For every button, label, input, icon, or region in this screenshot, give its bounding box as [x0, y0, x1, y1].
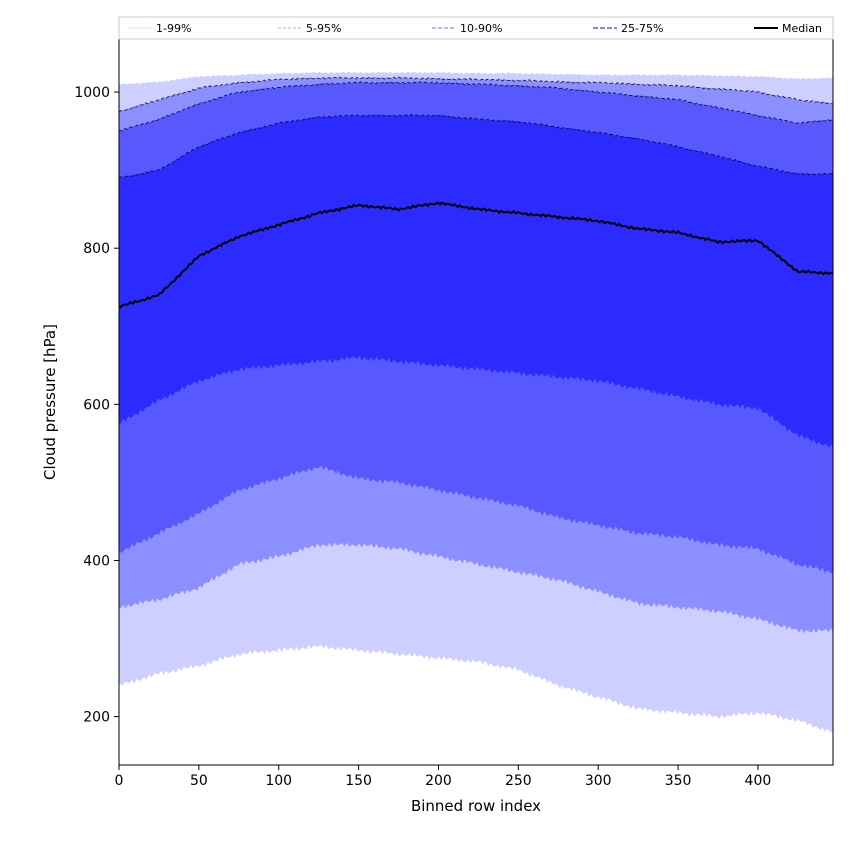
x-tick-label: 300 [585, 773, 612, 789]
band-edge-5-95% [119, 76, 833, 113]
legend: 1-99% 5-95% 10-90% 25-75% Median [118, 16, 834, 40]
legend-label: 25-75% [621, 22, 663, 35]
bands-layer [119, 71, 833, 733]
legend-box [118, 16, 834, 40]
legend-label: Median [782, 22, 822, 35]
y-tick-label: 400 [83, 553, 110, 569]
band-edge-10-90% [119, 81, 833, 132]
legend-label: 10-90% [460, 22, 502, 35]
legend-label: 1-99% [156, 22, 191, 35]
x-axis: 0 50 100 150 200 250 300 350 400 [115, 765, 772, 789]
lines-layer [119, 76, 833, 309]
x-tick-label: 100 [265, 773, 292, 789]
y-tick-label: 200 [83, 710, 110, 726]
median-line [119, 201, 833, 309]
x-tick-label: 50 [190, 773, 208, 789]
x-tick-label: 250 [505, 773, 532, 789]
x-axis-label: Binned row index [411, 797, 541, 815]
y-tick-label: 1000 [74, 85, 110, 101]
x-tick-label: 0 [115, 773, 124, 789]
y-axis-label: Cloud pressure [hPa] [41, 324, 59, 480]
legend-label: 5-95% [306, 22, 341, 35]
x-tick-label: 400 [745, 773, 772, 789]
y-axis: 200 400 600 800 1000 [74, 85, 119, 726]
y-tick-label: 600 [83, 397, 110, 413]
x-tick-label: 200 [425, 773, 452, 789]
x-tick-label: 150 [345, 773, 372, 789]
band-25-75% [119, 114, 833, 449]
band-edge-25-75% [119, 113, 833, 179]
x-tick-label: 350 [665, 773, 692, 789]
y-tick-label: 800 [83, 241, 110, 257]
